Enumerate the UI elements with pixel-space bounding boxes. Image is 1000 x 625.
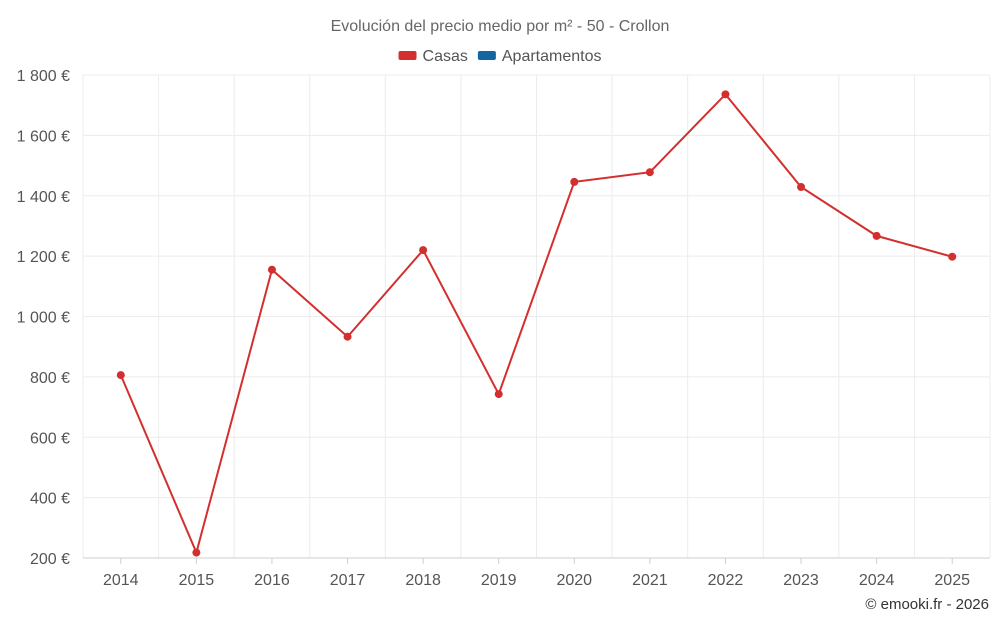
axes: 200 € 400 € 600 € 800 € 1 000 € 1 200 € 1 400 …	[17, 68, 990, 589]
y-tick-label: 600 €	[30, 430, 70, 447]
series-line-casas	[119, 92, 953, 556]
x-tick-label: 2017	[330, 572, 366, 589]
credit-text: © emooki.fr - 2026	[865, 596, 989, 613]
data-point[interactable]	[116, 371, 125, 380]
grid-lines	[82, 74, 991, 559]
x-tick-label: 2019	[481, 572, 517, 589]
data-point[interactable]	[570, 177, 579, 186]
chart-title: Evolución del precio medio por m² - 50 -…	[331, 18, 670, 35]
data-point[interactable]	[948, 252, 957, 261]
x-tick-label: 2015	[179, 572, 215, 589]
legend-label: Apartamentos	[502, 48, 602, 65]
x-tick-label: 2025	[934, 572, 970, 589]
x-tick-label: 2023	[783, 572, 819, 589]
data-point[interactable]	[267, 265, 276, 274]
x-tick-label: 2022	[708, 572, 744, 589]
x-tick-label: 2024	[859, 572, 895, 589]
y-tick-label: 200 €	[30, 551, 70, 568]
y-tick-label: 1 200 €	[17, 249, 70, 266]
x-tick-label: 2018	[405, 572, 441, 589]
data-point[interactable]	[343, 332, 352, 341]
y-tick-label: 1 600 €	[17, 128, 70, 145]
y-tick-label: 1 800 €	[17, 68, 70, 85]
legend-swatch	[477, 51, 496, 60]
y-tick-label: 1 000 €	[17, 310, 70, 327]
x-tick-label: 2014	[103, 572, 139, 589]
legend[interactable]: Casas Apartamentos	[398, 48, 602, 65]
data-point[interactable]	[721, 90, 730, 99]
data-point[interactable]	[192, 548, 201, 557]
legend-item-casas[interactable]: Casas	[398, 48, 468, 65]
data-point[interactable]	[494, 390, 503, 399]
legend-label: Casas	[423, 48, 468, 65]
y-tick-label: 800 €	[30, 370, 70, 387]
x-tick-label: 2021	[632, 572, 668, 589]
data-point[interactable]	[872, 231, 881, 240]
x-tick-label: 2016	[254, 572, 290, 589]
data-points	[116, 90, 957, 557]
y-tick-label: 1 400 €	[17, 189, 70, 206]
data-point[interactable]	[797, 182, 806, 191]
legend-swatch	[398, 51, 417, 60]
series-group	[119, 92, 953, 556]
x-tick-label: 2020	[556, 572, 592, 589]
y-tick-label: 400 €	[30, 491, 70, 508]
data-point[interactable]	[419, 246, 428, 255]
legend-item-apartamentos[interactable]: Apartamentos	[477, 48, 602, 65]
data-point[interactable]	[645, 168, 654, 177]
